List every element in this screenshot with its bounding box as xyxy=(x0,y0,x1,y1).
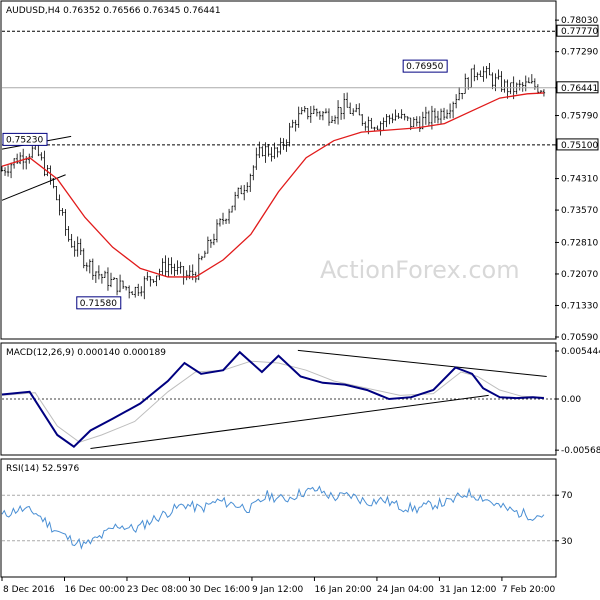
time-tick-label: 31 Jan 12:00 xyxy=(439,585,496,595)
price-axis: 0.78030 0.77290 0.75790 0.75100 0.74310 0.735… xyxy=(555,16,598,343)
level-tag-box xyxy=(556,24,599,37)
macd-panel-title: MACD(12,26,9) 0.000140 0.000189 xyxy=(6,348,166,358)
moving-average-line xyxy=(1,92,544,278)
price-tick-label: 0.74310 xyxy=(561,175,598,185)
rsi-tick-label: 70 xyxy=(561,491,573,501)
price-annotation-box xyxy=(76,296,122,310)
time-tick-label: 9 Jan 12:00 xyxy=(252,585,304,595)
time-tick-label: 16 Dec 00:00 xyxy=(64,585,125,595)
time-tick-label: 7 Feb 20:00 xyxy=(502,585,556,595)
macd-tick-label: 0.005444 xyxy=(561,347,600,357)
price-panel-frame xyxy=(0,0,557,340)
rsi-levels xyxy=(2,494,555,542)
last-price-label: 0.76441 xyxy=(561,84,598,94)
macd-tick-label: -0.005685 xyxy=(561,446,600,456)
rsi-line xyxy=(1,485,545,550)
last-price-box xyxy=(556,81,599,94)
time-tick-label: 23 Dec 08:00 xyxy=(127,585,188,595)
last-price-tag: 0.76441 xyxy=(556,81,599,94)
price-annotation-label: 0.76950 xyxy=(406,62,443,72)
price-tick-label: 0.77290 xyxy=(561,48,598,58)
price-annotation-label: 0.71580 xyxy=(80,299,117,309)
rsi-panel-title: RSI(14) 52.5976 xyxy=(6,464,79,474)
time-tick-label: 16 Jan 20:00 xyxy=(314,585,371,595)
macd-trendline xyxy=(90,394,489,449)
price-trendline xyxy=(1,174,66,201)
price-tick-label: 0.72810 xyxy=(561,238,598,248)
price-tick-label: 0.72070 xyxy=(561,270,598,280)
rsi-panel-frame xyxy=(0,458,557,578)
time-axis: 8 Dec 2016 16 Dec 00:00 23 Dec 08:00 30 Dec… xyxy=(1,577,556,595)
price-level-labels: 0.77770 0.75100 xyxy=(556,24,599,151)
price-annotation-label: 0.75230 xyxy=(6,135,43,145)
level-tag-box xyxy=(556,138,599,151)
macd-trendlines xyxy=(90,349,547,449)
price-tick-label: 0.71330 xyxy=(561,301,598,311)
price-trendlines xyxy=(1,135,72,201)
price-annotation-box xyxy=(402,59,448,73)
price-tick-label: 0.78030 xyxy=(561,16,598,26)
macd-axis: 0.005444 0.00 -0.005685 xyxy=(555,347,600,456)
price-tick-label: 0.75790 xyxy=(561,112,598,122)
time-tick-label: 24 Jan 04:00 xyxy=(377,585,434,595)
level-tag-label: 0.75100 xyxy=(561,141,598,151)
macd-tick-label: 0.00 xyxy=(561,395,581,405)
price-candles xyxy=(0,62,546,300)
level-tag-label: 0.77770 xyxy=(561,27,598,37)
macd-trendline xyxy=(297,349,547,377)
macd-signal-line xyxy=(1,360,544,443)
price-tick-label: 0.73570 xyxy=(561,206,598,216)
time-tick-label: 8 Dec 2016 xyxy=(3,585,55,595)
price-tick-label: 0.70590 xyxy=(561,333,598,343)
price-annotation-box xyxy=(2,132,48,146)
rsi-tick-label: 30 xyxy=(561,537,573,547)
price-levels xyxy=(2,30,555,146)
rsi-axis: 70 30 xyxy=(555,491,573,547)
watermark: ActionForex.com xyxy=(320,256,520,284)
price-annotations: 0.76950 0.75230 0.71580 xyxy=(2,59,448,310)
macd-line xyxy=(1,350,545,448)
price-panel-title: AUDUSD,H4 0.76352 0.76566 0.76345 0.7644… xyxy=(6,6,221,16)
time-tick-label: 30 Dec 16:00 xyxy=(189,585,250,595)
